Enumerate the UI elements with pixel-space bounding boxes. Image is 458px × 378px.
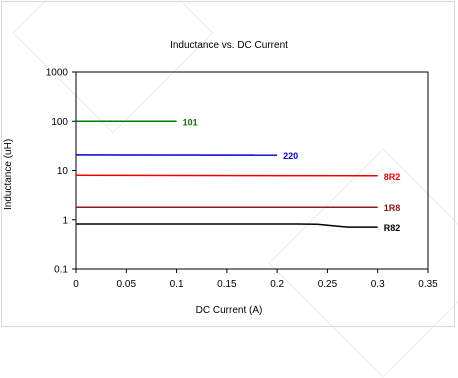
y-tick-label: 1 xyxy=(62,215,68,226)
series-line-8r2 xyxy=(76,175,378,176)
series-label-220: 220 xyxy=(283,151,298,161)
x-tick-label: 0.15 xyxy=(217,279,237,290)
x-tick-label: 0.1 xyxy=(170,279,184,290)
series-label-1r8: 1R8 xyxy=(384,203,401,213)
x-tick-label: 0 xyxy=(73,279,79,290)
y-tick-label: 10 xyxy=(57,166,69,177)
series-line-r82 xyxy=(76,224,378,227)
y-tick-label: 100 xyxy=(51,117,68,128)
x-tick-label: 0.35 xyxy=(418,279,438,290)
y-tick-label: 1000 xyxy=(46,68,69,79)
x-tick-label: 0.05 xyxy=(117,279,137,290)
plot-area xyxy=(76,72,428,269)
x-tick-label: 0.25 xyxy=(318,279,338,290)
series-label-8r2: 8R2 xyxy=(384,172,401,182)
y-tick-label: 0.1 xyxy=(54,265,68,276)
series-label-101: 101 xyxy=(183,117,198,127)
x-tick-label: 0.3 xyxy=(371,279,385,290)
x-tick-label: 0.2 xyxy=(270,279,284,290)
series-label-r82: R82 xyxy=(384,223,401,233)
chart-svg: 0 0.05 0.1 0.15 0.2 0.25 0.3 0.35 0.1 1 10 100 1000 1… xyxy=(0,0,458,330)
